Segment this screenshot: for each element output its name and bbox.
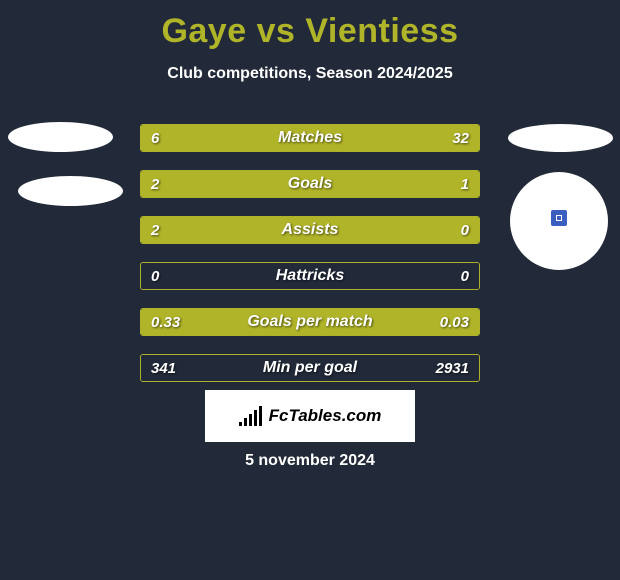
logo-text: FcTables.com (269, 406, 382, 426)
page-subtitle: Club competitions, Season 2024/2025 (0, 65, 620, 83)
bar-label: Min per goal (141, 355, 479, 381)
bar-row: 21Goals (140, 170, 480, 198)
decor-ellipse-left-1 (8, 122, 113, 152)
page-title: Gaye vs Vientiess (0, 0, 620, 51)
bar-row: 0.330.03Goals per match (140, 308, 480, 336)
bar-row: 3412931Min per goal (140, 354, 480, 382)
logo-bars-icon (239, 406, 263, 426)
logo-box: FcTables.com (205, 390, 415, 442)
decor-ellipse-right-1 (508, 124, 613, 152)
decor-ellipse-left-2 (18, 176, 123, 206)
bar-row: 00Hattricks (140, 262, 480, 290)
comparison-bars: 632Matches 21Goals 20Assists 00Hattricks 0.3… (140, 124, 480, 400)
bar-label: Goals (141, 171, 479, 197)
bar-row: 20Assists (140, 216, 480, 244)
bar-label: Matches (141, 125, 479, 151)
bar-row: 632Matches (140, 124, 480, 152)
date-label: 5 november 2024 (0, 452, 620, 470)
bar-label: Assists (141, 217, 479, 243)
bar-label: Goals per match (141, 309, 479, 335)
placeholder-image-icon (551, 210, 567, 226)
bar-label: Hattricks (141, 263, 479, 289)
